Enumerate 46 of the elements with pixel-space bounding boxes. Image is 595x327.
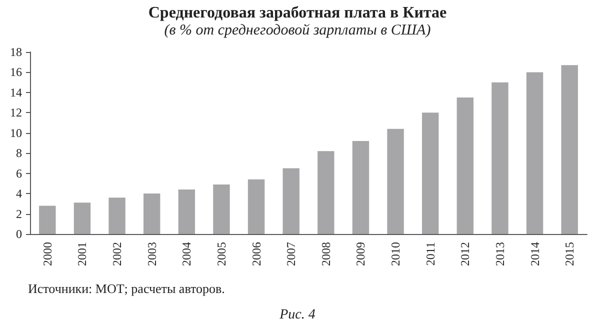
x-tick-label: 2014: [528, 242, 542, 266]
bar: [387, 128, 404, 234]
text: Источники: МОТ; расчеты авторов.: [28, 281, 225, 296]
x-tick-label: 2010: [388, 242, 403, 266]
bar: [108, 198, 126, 234]
x-tick-label: 2006: [249, 242, 264, 266]
y-tick-label: 14: [10, 85, 22, 100]
x-tick-label: 2005: [214, 242, 228, 266]
y-tick-label: 16: [10, 65, 22, 80]
bar: [561, 65, 578, 234]
x-tick-label: 2011: [423, 242, 438, 266]
y-tick-label: 12: [10, 106, 22, 120]
bar: [352, 140, 370, 234]
y-tick-label: 4: [16, 186, 22, 201]
bar: [456, 98, 474, 234]
text: Рис. 4: [278, 308, 316, 322]
bar: [178, 190, 196, 234]
bar: [213, 184, 230, 234]
y-tick-label: 2: [16, 206, 22, 221]
x-tick-label: 2009: [354, 242, 368, 266]
chart-title: Среднегодовая заработная плата в Китае: [148, 4, 447, 22]
bar: [422, 112, 439, 234]
bar: [74, 202, 91, 234]
bar: [143, 194, 160, 234]
x-tick-label: 2007: [284, 242, 298, 266]
bar: [492, 82, 508, 234]
x-tick-label: 2000: [40, 242, 54, 266]
y-tick-label: 6: [16, 166, 22, 180]
y-tick-label: 8: [16, 146, 22, 160]
x-tick-label: 2008: [318, 242, 333, 266]
bar: [248, 179, 265, 234]
x-tick-label: 2013: [492, 242, 507, 266]
chart-subtitle: (в % от среднегодовой зарплаты в США): [164, 22, 431, 38]
x-tick-label: 2012: [458, 242, 472, 266]
x-tick-label: 2001: [75, 242, 90, 266]
x-tick-label: 2002: [110, 242, 124, 266]
x-tick-label: 2015: [562, 242, 577, 266]
y-tick-label: 0: [16, 227, 22, 241]
bar: [282, 168, 300, 234]
x-tick-label: 2004: [180, 242, 194, 266]
bar: [526, 72, 544, 234]
bar: [39, 206, 56, 234]
bar: [318, 151, 334, 234]
x-tick-label: 2003: [144, 242, 159, 266]
y-tick-label: 10: [10, 126, 22, 140]
y-tick-label: 18: [10, 45, 22, 59]
